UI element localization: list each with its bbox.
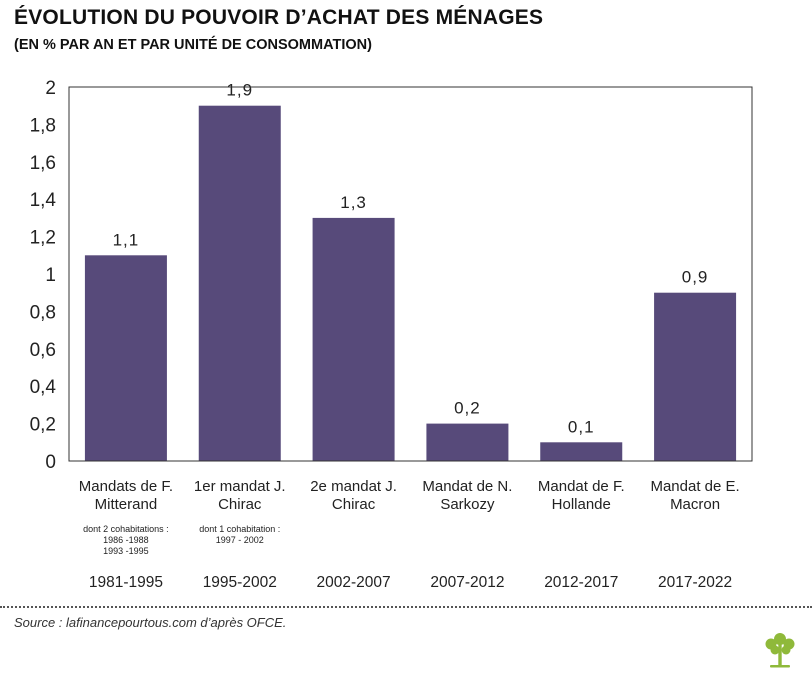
bar	[540, 442, 623, 461]
divider-dotted	[0, 606, 812, 608]
bar	[198, 105, 281, 461]
bars-group	[84, 105, 737, 461]
period-label: 1981-1995	[88, 574, 163, 591]
y-tick-label: 1,8	[30, 115, 56, 136]
category-label-line: Mandat de N.	[422, 478, 513, 495]
y-tick-label: 0,4	[30, 377, 57, 398]
chart-title: ÉVOLUTION DU POUVOIR D’ACHAT DES MÉNAGES	[14, 6, 544, 29]
category-label-line: Mandats de F.	[78, 478, 174, 495]
category-label-line: Mandat de F.	[537, 478, 625, 495]
y-tick-label: 1,4	[30, 190, 57, 211]
data-label: 1,1	[113, 230, 140, 249]
category-label-line: Hollande	[551, 496, 611, 513]
data-labels-group: 1,1 1,9 1,3 0,2 0,1 0,9	[113, 81, 709, 437]
source-note: Source : lafinancepourtous.com d’après O…	[14, 615, 287, 630]
data-label: 1,9	[226, 81, 253, 100]
period-label: 2007-2012	[430, 574, 505, 591]
chart-subtitle: (EN % PAR AN ET PAR UNITÉ DE CONSOMMATIO…	[14, 37, 372, 53]
y-tick-label: 1,2	[30, 228, 56, 249]
data-label: 0,9	[682, 268, 709, 287]
plot-frame	[68, 86, 753, 462]
category-label: Mandat de E. Macron	[635, 478, 755, 514]
y-tick-label: 1,6	[30, 153, 56, 174]
tree-logo-icon	[765, 633, 795, 668]
cohabitation-note-line: 1986 -1988	[103, 535, 149, 545]
bar	[312, 217, 395, 461]
y-axis-ticks: 0 0,2 0,4 0,6 0,8 1 1,2 1,4 1,6 1,8 2	[30, 78, 57, 473]
period-label: 2017-2022	[658, 574, 733, 591]
category-label-line: Macron	[670, 496, 721, 513]
category-label-line: Mitterand	[94, 496, 158, 513]
category-label: 1er mandat J. Chirac	[180, 478, 300, 514]
cohabitation-note-line: dont 2 cohabitations :	[83, 524, 169, 534]
bar-chart: 0 0,2 0,4 0,6 0,8 1 1,2 1,4 1,6 1,8 2 1,1 1,9 1,3 0,2…	[30, 78, 753, 473]
y-tick-label: 1	[45, 265, 56, 286]
bar	[84, 255, 167, 461]
y-tick-label: 0,2	[30, 415, 56, 436]
cohabitation-note-line: 1993 -1995	[103, 546, 149, 556]
y-tick-label: 2	[45, 78, 56, 99]
category-label-line: 2e mandat J.	[310, 478, 397, 495]
bar	[426, 423, 509, 461]
data-label: 0,1	[568, 417, 595, 436]
y-tick-label: 0,8	[30, 302, 56, 323]
category-label: Mandat de F. Hollande	[521, 478, 641, 514]
period-label: 2012-2017	[544, 574, 619, 591]
cohabitation-note: dont 2 cohabitations :1986 -1988 1993 -19…	[66, 524, 186, 557]
category-label-line: Chirac	[331, 496, 376, 513]
bar	[654, 292, 737, 461]
cohabitation-note-line: dont 1 cohabitation :	[199, 524, 281, 534]
period-label: 2002-2007	[316, 574, 391, 591]
period-label: 1995-2002	[202, 574, 277, 591]
data-label: 1,3	[340, 193, 367, 212]
category-label: 2e mandat J. Chirac	[294, 478, 414, 514]
y-tick-label: 0,6	[30, 340, 56, 361]
category-label-line: Chirac	[218, 496, 262, 513]
category-label-line: 1er mandat J.	[193, 478, 286, 495]
category-label: Mandats de F. Mitterand	[66, 478, 186, 514]
cohabitation-note: dont 1 cohabitation :1997 - 2002	[180, 524, 300, 546]
cohabitation-note-line: 1997 - 2002	[215, 535, 264, 545]
category-label-line: Mandat de E.	[650, 478, 740, 495]
category-label-line: Sarkozy	[440, 496, 495, 513]
category-label: Mandat de N. Sarkozy	[407, 478, 527, 514]
data-label: 0,2	[454, 399, 481, 418]
y-tick-label: 0	[45, 452, 56, 473]
